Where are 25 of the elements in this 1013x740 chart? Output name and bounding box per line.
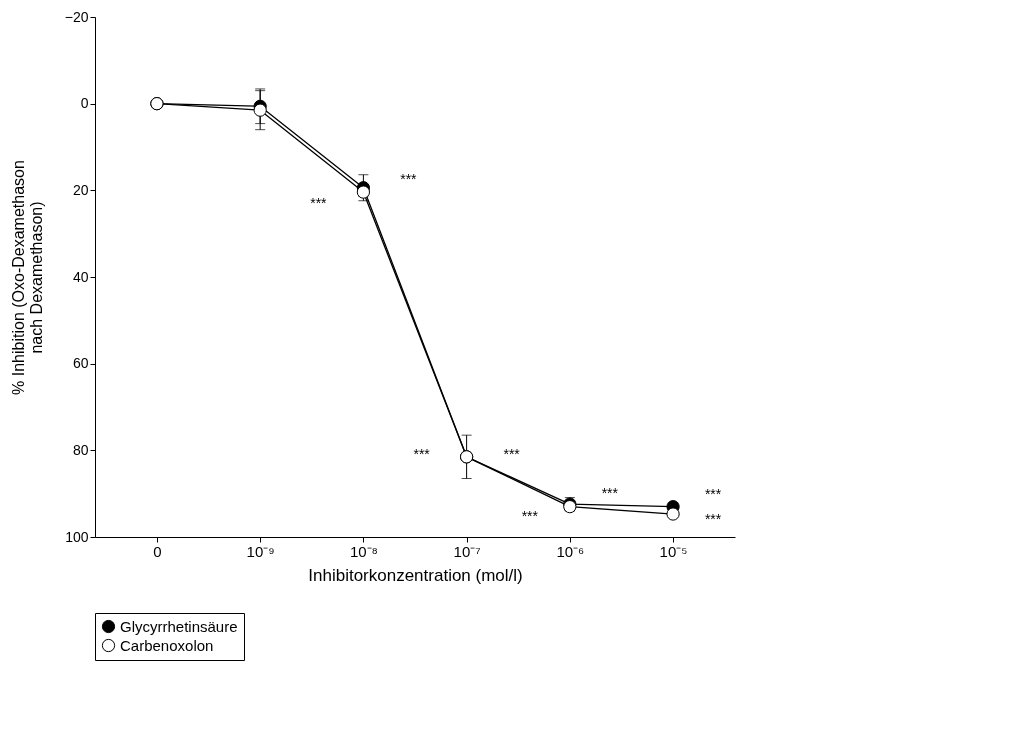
y-tick-label: 80 (72, 441, 89, 458)
y-tick-label: 0 (80, 95, 89, 112)
x-tick-label: 10⁻⁶ (556, 542, 585, 560)
x-tick-label: 10⁻⁵ (659, 542, 688, 560)
y-tick-label: 20 (72, 181, 89, 198)
y-tick-label: 60 (72, 355, 89, 372)
legend-label: Glycyrrhetinsäure (120, 617, 238, 635)
x-tick-label: 10⁻⁸ (349, 542, 378, 560)
annotation: *** (310, 195, 328, 212)
annotation: *** (704, 485, 722, 502)
x-tick-label: 10⁻⁷ (453, 542, 481, 560)
annotation: *** (601, 485, 619, 502)
y-tick-label: −20 (64, 8, 89, 25)
annotation: *** (400, 170, 418, 187)
legend-label: Carbenoxolon (120, 636, 214, 654)
annotation: *** (413, 445, 431, 462)
annotation: *** (503, 445, 521, 462)
annotation: *** (704, 511, 722, 528)
x-tick-label: 0 (153, 542, 162, 560)
y-tick-label: 40 (72, 268, 89, 285)
x-tick-label: 10⁻⁹ (246, 542, 275, 560)
annotation: *** (521, 507, 539, 524)
y-axis-title: % Inhibition (Oxo-Dexamethason nach Dexamethason) (9, 160, 45, 395)
y-tick-label: 100 (65, 528, 89, 545)
x-axis-title: Inhibitorkonzentration (mol/l) (308, 565, 523, 585)
